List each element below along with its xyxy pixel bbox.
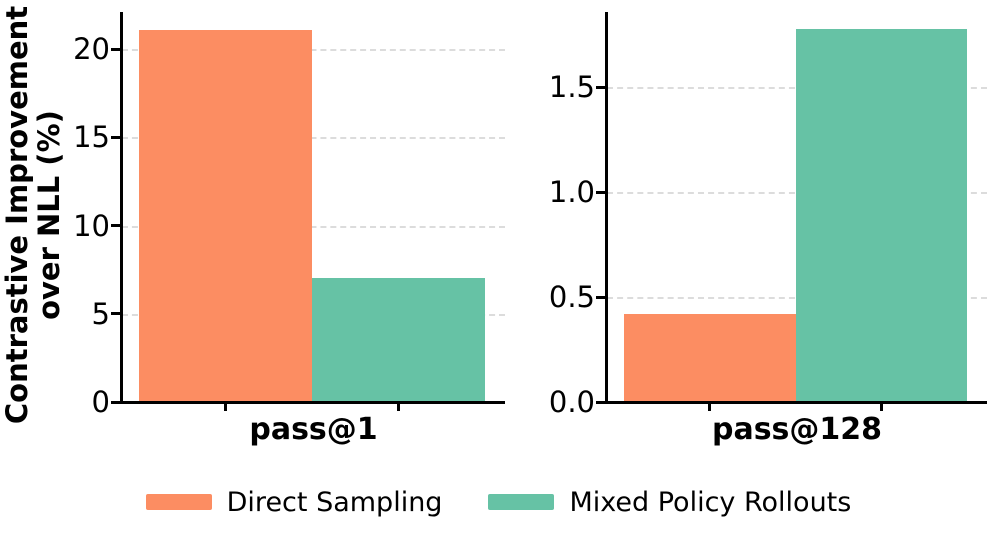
x-axis-spine [605,401,987,404]
gridline [122,137,505,140]
legend-label-direct-sampling: Direct Sampling [226,486,443,518]
bar-mixed-policy-rollouts [312,278,485,402]
gridline [122,49,505,52]
legend-swatch-mixed-policy-rollouts [488,494,555,510]
x-axis-spine [120,401,505,404]
bar-direct-sampling [139,29,312,402]
plot-area-pass1: 0 5 10 15 20 [73,12,505,418]
y-tick-label: 0.0 [548,385,595,419]
y-tick-label: 1.5 [548,70,595,105]
y-tick [111,400,120,404]
y-tick [596,85,605,89]
y-tick-label: 0.5 [548,280,595,315]
y-tick-label: 10 [73,208,110,243]
legend-swatch-direct-sampling [145,494,212,510]
x-tick [708,403,712,411]
x-tick [879,403,883,411]
bar-mixed-policy-rollouts [795,28,968,402]
x-tick [224,403,227,411]
legend: Direct Sampling Mixed Policy Rollouts [0,482,997,522]
legend-item-direct-sampling: Direct Sampling [145,486,443,518]
y-tick [111,312,120,316]
legend-item-mixed-policy-rollouts: Mixed Policy Rollouts [488,489,851,516]
y-tick [111,224,120,228]
y-axis-spine [120,12,123,404]
y-tick [111,135,120,139]
y-tick-label: 1.0 [548,175,595,210]
y-tick [596,400,605,404]
x-tick [397,403,400,411]
y-axis-spine [605,12,608,404]
y-tick [596,190,605,194]
y-tick-label: 15 [73,120,110,155]
x-category-label-pass128: pass@128 [711,412,883,447]
y-tick [111,47,120,51]
y-axis-label-line1: Contrastive Improvement [0,5,34,425]
bar-direct-sampling [623,313,796,402]
y-tick [596,295,605,299]
y-tick-label: 20 [73,32,110,67]
plot-area-pass128: 0.0 0.5 1.0 1.5 [549,12,987,418]
legend-label-mixed-policy-rollouts: Mixed Policy Rollouts [569,486,852,518]
y-tick-label: 5 [91,296,110,331]
y-tick-label: 0 [91,385,110,419]
gridline [122,225,505,228]
x-category-label-pass1: pass@1 [249,412,378,447]
